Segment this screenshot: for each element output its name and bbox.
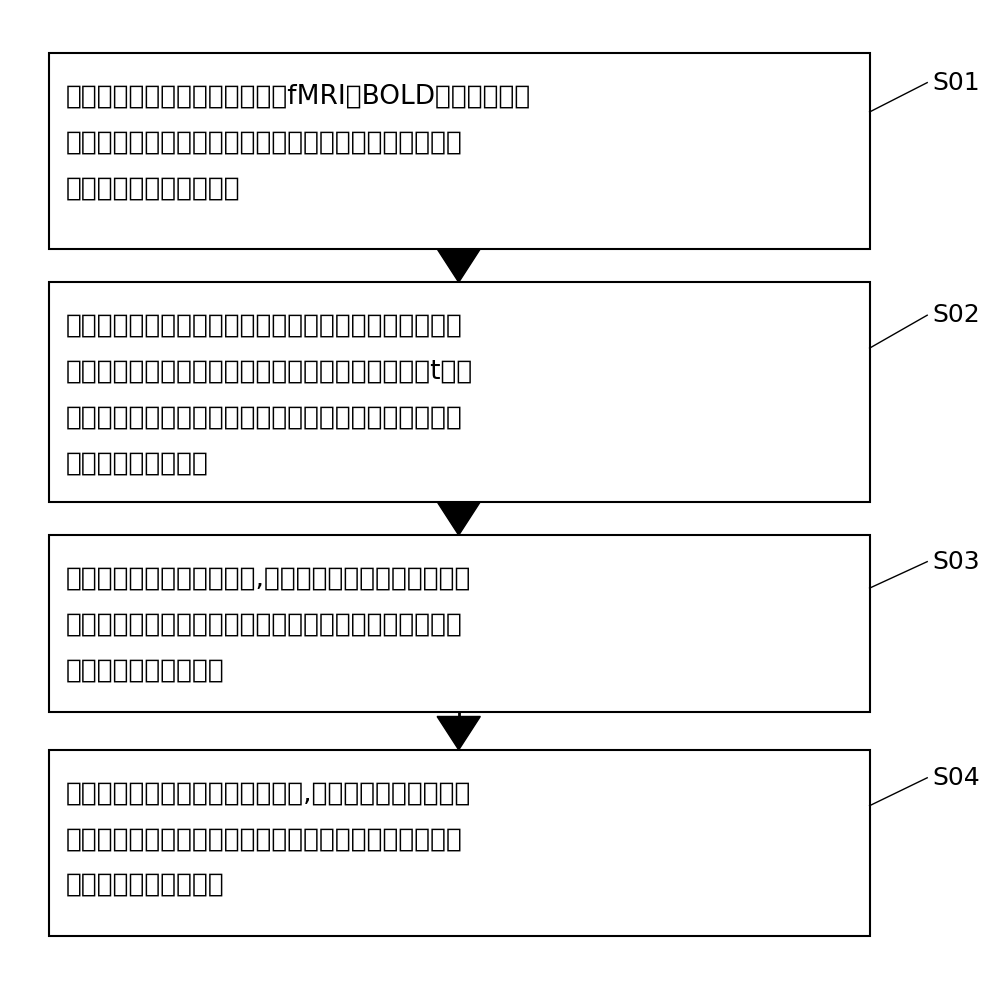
Bar: [49, 535, 870, 712]
Text: 利用状态观测矩阵获取低维映射及聚类结果，以数据采集: 利用状态观测矩阵获取低维映射及聚类结果，以数据采集: [66, 313, 463, 339]
Text: S03: S03: [932, 550, 980, 574]
Text: 的脑网络动态描述模型: 的脑网络动态描述模型: [66, 872, 225, 898]
Text: 提取脑网络状态数据，以静息态fMRI的BOLD信号为对象，: 提取脑网络状态数据，以静息态fMRI的BOLD信号为对象，: [66, 83, 531, 109]
Bar: [49, 54, 870, 248]
Text: 序图，通过时间自动机理论构建演化过程模型，提供定量: 序图，通过时间自动机理论构建演化过程模型，提供定量: [66, 826, 463, 852]
Text: 基于时间自动机的脑网络演化模型,根据脑网络状态演化时: 基于时间自动机的脑网络演化模型,根据脑网络状态演化时: [66, 780, 471, 806]
Bar: [49, 282, 870, 502]
Text: 随机近邻嵌入得到这些状态在二维空间上的点映射，得到: 随机近邻嵌入得到这些状态在二维空间上的点映射，得到: [66, 405, 463, 430]
Polygon shape: [437, 717, 480, 749]
Text: 通过滑动窗口技术分析并提取脑网络的状态表达，得到脑: 通过滑动窗口技术分析并提取脑网络的状态表达，得到脑: [66, 129, 463, 156]
Text: 时间区间上所有的脑网络状态高维向量为对象，通过t分布: 时间区间上所有的脑网络状态高维向量为对象，通过t分布: [66, 359, 473, 385]
Text: S02: S02: [932, 303, 980, 327]
Text: S01: S01: [932, 71, 980, 94]
Text: 集，分析状态之间切换与时间的关系，得到脑网络状态演: 集，分析状态之间切换与时间的关系，得到脑网络状态演: [66, 611, 463, 637]
Polygon shape: [437, 502, 480, 535]
Text: 化在时间轴上的时序图: 化在时间轴上的时序图: [66, 657, 225, 683]
Text: 这些状态的聚类结果: 这些状态的聚类结果: [66, 450, 209, 476]
Polygon shape: [437, 248, 480, 282]
Bar: [49, 749, 870, 936]
Text: S04: S04: [932, 765, 980, 790]
Text: 网络状态的高维向量表达: 网络状态的高维向量表达: [66, 175, 241, 202]
Text: 脑网络状态的转换模式分析,根据状态的聚类结果构建状态: 脑网络状态的转换模式分析,根据状态的聚类结果构建状态: [66, 566, 471, 591]
